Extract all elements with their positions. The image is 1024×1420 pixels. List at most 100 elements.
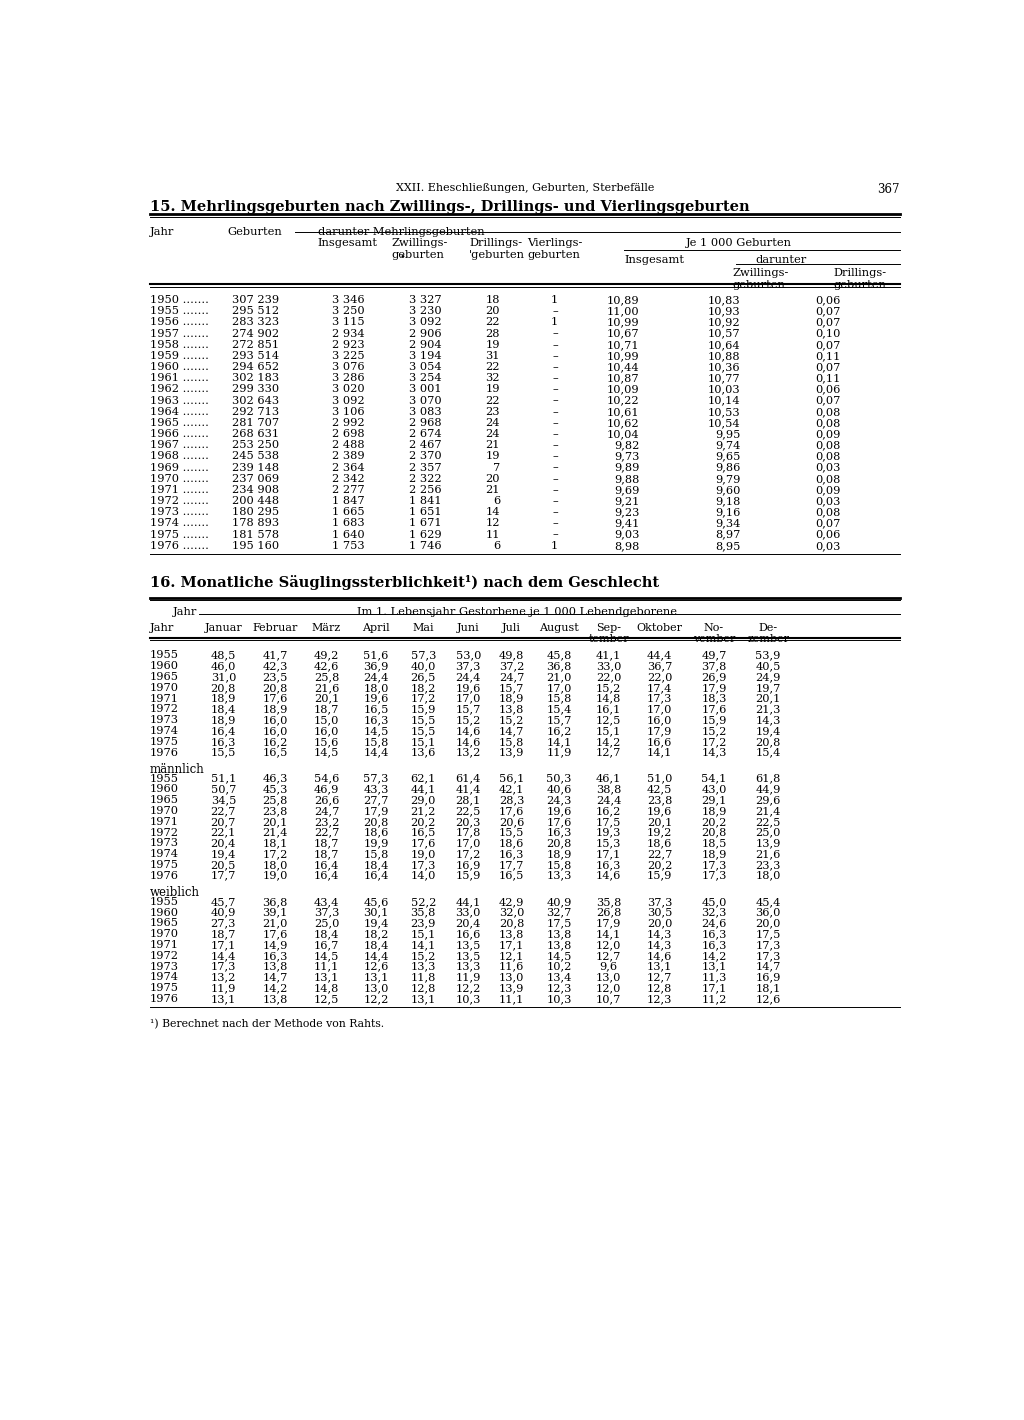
Text: 20,2: 20,2 — [647, 861, 673, 870]
Text: 21,4: 21,4 — [756, 807, 781, 816]
Text: 39,1: 39,1 — [262, 907, 288, 917]
Text: –: – — [552, 486, 558, 496]
Text: 1966 .......: 1966 ....... — [150, 429, 209, 439]
Text: 11,1: 11,1 — [499, 994, 524, 1004]
Text: 237 069: 237 069 — [232, 474, 280, 484]
Text: 22: 22 — [485, 362, 500, 372]
Text: 45,8: 45,8 — [546, 650, 571, 660]
Text: 15,1: 15,1 — [596, 726, 622, 736]
Text: 24,4: 24,4 — [596, 795, 622, 805]
Text: 32,3: 32,3 — [701, 907, 727, 917]
Text: 20,1: 20,1 — [756, 693, 781, 704]
Text: 8,97: 8,97 — [715, 530, 740, 540]
Text: 13,8: 13,8 — [546, 929, 571, 939]
Text: 20,3: 20,3 — [456, 816, 481, 826]
Text: 10,61: 10,61 — [607, 406, 640, 417]
Text: 195 160: 195 160 — [232, 541, 280, 551]
Text: 0,09: 0,09 — [816, 486, 841, 496]
Text: 21,0: 21,0 — [546, 672, 571, 682]
Text: 36,9: 36,9 — [364, 662, 389, 672]
Text: 2 370: 2 370 — [410, 452, 442, 462]
Text: 26,5: 26,5 — [411, 672, 436, 682]
Text: 45,6: 45,6 — [364, 897, 389, 907]
Text: 20,1: 20,1 — [647, 816, 673, 826]
Text: 0,08: 0,08 — [816, 440, 841, 450]
Text: 2 389: 2 389 — [332, 452, 365, 462]
Text: 2 906: 2 906 — [410, 328, 442, 338]
Text: 16,7: 16,7 — [313, 940, 339, 950]
Text: 25,8: 25,8 — [262, 795, 288, 805]
Text: 57,3: 57,3 — [411, 650, 436, 660]
Text: 48,5: 48,5 — [211, 650, 236, 660]
Text: 1957 .......: 1957 ....... — [150, 328, 209, 338]
Text: 3 020: 3 020 — [332, 385, 365, 395]
Text: –: – — [552, 429, 558, 439]
Text: 15,4: 15,4 — [546, 704, 571, 714]
Text: 20,4: 20,4 — [211, 838, 236, 848]
Text: 41,1: 41,1 — [596, 650, 622, 660]
Text: –: – — [552, 307, 558, 317]
Text: 268 631: 268 631 — [232, 429, 280, 439]
Text: 15,2: 15,2 — [596, 683, 622, 693]
Text: –: – — [552, 440, 558, 450]
Text: 1971: 1971 — [150, 693, 179, 704]
Text: 20,8: 20,8 — [211, 683, 236, 693]
Text: 10,71: 10,71 — [607, 339, 640, 349]
Text: Juni: Juni — [457, 623, 479, 633]
Text: 13,4: 13,4 — [546, 973, 571, 983]
Text: 22: 22 — [485, 396, 500, 406]
Text: 35,8: 35,8 — [411, 907, 436, 917]
Text: 11,8: 11,8 — [411, 973, 436, 983]
Text: 15,6: 15,6 — [313, 737, 339, 747]
Text: 18,1: 18,1 — [756, 983, 781, 993]
Text: 32,0: 32,0 — [499, 907, 524, 917]
Text: 14,1: 14,1 — [647, 747, 673, 757]
Text: 9,60: 9,60 — [715, 486, 740, 496]
Text: 0,08: 0,08 — [816, 452, 841, 462]
Text: 62,1: 62,1 — [411, 774, 436, 784]
Text: 17,5: 17,5 — [546, 919, 571, 929]
Text: 13,3: 13,3 — [546, 870, 571, 880]
Text: 18,7: 18,7 — [313, 704, 339, 714]
Text: 40,0: 40,0 — [411, 662, 436, 672]
Text: 25,0: 25,0 — [756, 828, 781, 838]
Text: 281 707: 281 707 — [232, 417, 280, 427]
Text: 1965: 1965 — [150, 795, 179, 805]
Text: 23: 23 — [485, 406, 500, 417]
Text: 16,0: 16,0 — [313, 726, 339, 736]
Text: Vierlings-
geburten: Vierlings- geburten — [527, 239, 583, 260]
Text: 21,6: 21,6 — [313, 683, 339, 693]
Text: 37,3: 37,3 — [313, 907, 339, 917]
Text: 12,2: 12,2 — [456, 983, 481, 993]
Text: 34,5: 34,5 — [211, 795, 236, 805]
Text: 9,6: 9,6 — [599, 961, 617, 971]
Text: 15,7: 15,7 — [456, 704, 481, 714]
Text: 20,8: 20,8 — [262, 683, 288, 693]
Text: 11,00: 11,00 — [607, 307, 640, 317]
Text: 29,0: 29,0 — [411, 795, 436, 805]
Text: 9,95: 9,95 — [715, 429, 740, 439]
Text: 274 902: 274 902 — [232, 328, 280, 338]
Text: 19,6: 19,6 — [364, 693, 389, 704]
Text: 2 322: 2 322 — [410, 474, 442, 484]
Text: 1976: 1976 — [150, 747, 179, 757]
Text: 18: 18 — [485, 295, 500, 305]
Text: 299 330: 299 330 — [232, 385, 280, 395]
Text: 12,3: 12,3 — [647, 994, 673, 1004]
Text: 7: 7 — [493, 463, 500, 473]
Text: 16,0: 16,0 — [647, 716, 673, 726]
Text: 1: 1 — [551, 295, 558, 305]
Text: 16,5: 16,5 — [364, 704, 389, 714]
Text: 9,65: 9,65 — [715, 452, 740, 462]
Text: 16. Monatliche Säuglingssterblichkeit¹) nach dem Geschlecht: 16. Monatliche Säuglingssterblichkeit¹) … — [150, 575, 658, 591]
Text: 16,4: 16,4 — [313, 861, 339, 870]
Text: 17,2: 17,2 — [456, 849, 481, 859]
Text: 9,34: 9,34 — [715, 518, 740, 528]
Text: 17,6: 17,6 — [262, 693, 288, 704]
Text: 61,8: 61,8 — [756, 774, 781, 784]
Text: 49,7: 49,7 — [701, 650, 727, 660]
Text: 18,9: 18,9 — [211, 693, 236, 704]
Text: 19,2: 19,2 — [647, 828, 673, 838]
Text: 0,09: 0,09 — [816, 429, 841, 439]
Text: 14,3: 14,3 — [647, 940, 673, 950]
